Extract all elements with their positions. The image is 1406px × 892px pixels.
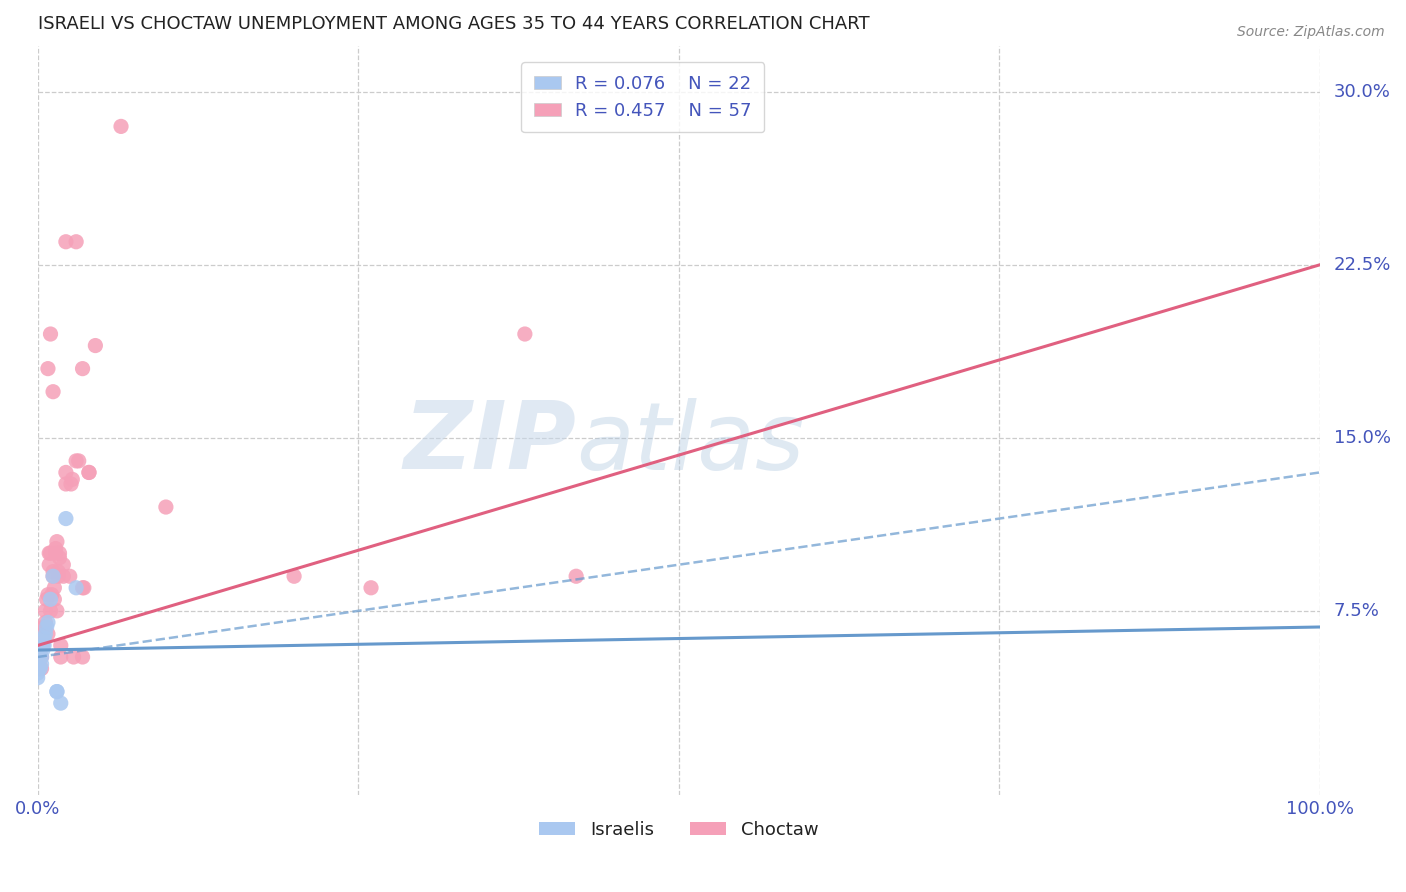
Point bbox=[65, 581, 87, 595]
Point bbox=[55, 477, 77, 491]
Point bbox=[27, 661, 49, 675]
Point bbox=[565, 569, 588, 583]
Point bbox=[31, 639, 53, 653]
Point bbox=[72, 361, 94, 376]
Point bbox=[31, 650, 53, 665]
Point bbox=[49, 650, 72, 665]
Point bbox=[32, 620, 55, 634]
Point bbox=[37, 615, 59, 630]
Point bbox=[46, 565, 69, 579]
Point bbox=[73, 581, 96, 595]
Point bbox=[45, 604, 67, 618]
Point bbox=[48, 550, 70, 565]
Point bbox=[42, 569, 65, 583]
Text: ISRAELI VS CHOCTAW UNEMPLOYMENT AMONG AGES 35 TO 44 YEARS CORRELATION CHART: ISRAELI VS CHOCTAW UNEMPLOYMENT AMONG AG… bbox=[38, 15, 869, 33]
Point bbox=[41, 588, 63, 602]
Point bbox=[34, 627, 56, 641]
Point bbox=[55, 235, 77, 249]
Point bbox=[52, 558, 75, 572]
Point bbox=[39, 546, 62, 560]
Point bbox=[65, 454, 87, 468]
Text: atlas: atlas bbox=[576, 398, 804, 489]
Point bbox=[49, 639, 72, 653]
Point bbox=[31, 650, 53, 665]
Point bbox=[44, 592, 66, 607]
Point bbox=[283, 569, 305, 583]
Point bbox=[30, 661, 52, 675]
Point bbox=[32, 639, 55, 653]
Point bbox=[27, 661, 49, 675]
Text: 22.5%: 22.5% bbox=[1334, 256, 1391, 274]
Text: 7.5%: 7.5% bbox=[1334, 602, 1379, 620]
Point bbox=[34, 604, 56, 618]
Point bbox=[72, 581, 94, 595]
Point bbox=[513, 326, 536, 341]
Point bbox=[38, 546, 60, 560]
Point bbox=[37, 627, 59, 641]
Point bbox=[45, 541, 67, 556]
Point bbox=[42, 569, 65, 583]
Point bbox=[37, 361, 59, 376]
Point bbox=[155, 500, 177, 514]
Point bbox=[46, 569, 69, 583]
Point bbox=[38, 558, 60, 572]
Point bbox=[42, 565, 65, 579]
Point bbox=[27, 671, 49, 685]
Text: 15.0%: 15.0% bbox=[1334, 429, 1391, 447]
Point bbox=[52, 569, 75, 583]
Point bbox=[67, 454, 90, 468]
Point bbox=[110, 120, 132, 134]
Point bbox=[45, 546, 67, 560]
Point bbox=[31, 657, 53, 671]
Point bbox=[27, 666, 49, 681]
Point bbox=[31, 639, 53, 653]
Text: Source: ZipAtlas.com: Source: ZipAtlas.com bbox=[1237, 25, 1385, 39]
Point bbox=[42, 384, 65, 399]
Point bbox=[31, 627, 53, 641]
Point bbox=[39, 592, 62, 607]
Point bbox=[39, 326, 62, 341]
Point bbox=[59, 569, 82, 583]
Point bbox=[35, 592, 58, 607]
Point bbox=[32, 632, 55, 646]
Legend: Israelis, Choctaw: Israelis, Choctaw bbox=[531, 814, 825, 847]
Point bbox=[35, 620, 58, 634]
Point bbox=[45, 684, 67, 698]
Point bbox=[62, 650, 84, 665]
Point bbox=[45, 534, 67, 549]
Point bbox=[360, 581, 382, 595]
Text: ZIP: ZIP bbox=[404, 397, 576, 489]
Point bbox=[37, 588, 59, 602]
Point bbox=[48, 546, 70, 560]
Point bbox=[77, 466, 100, 480]
Point bbox=[55, 466, 77, 480]
Point bbox=[77, 466, 100, 480]
Point bbox=[49, 696, 72, 710]
Point bbox=[45, 684, 67, 698]
Point bbox=[31, 661, 53, 675]
Point bbox=[55, 511, 77, 525]
Point bbox=[72, 650, 94, 665]
Point bbox=[34, 615, 56, 630]
Point bbox=[60, 472, 83, 486]
Point bbox=[27, 661, 49, 675]
Point bbox=[84, 338, 107, 352]
Point bbox=[65, 235, 87, 249]
Text: 30.0%: 30.0% bbox=[1334, 83, 1391, 101]
Point bbox=[44, 581, 66, 595]
Point bbox=[60, 477, 83, 491]
Point bbox=[31, 643, 53, 657]
Point bbox=[39, 604, 62, 618]
